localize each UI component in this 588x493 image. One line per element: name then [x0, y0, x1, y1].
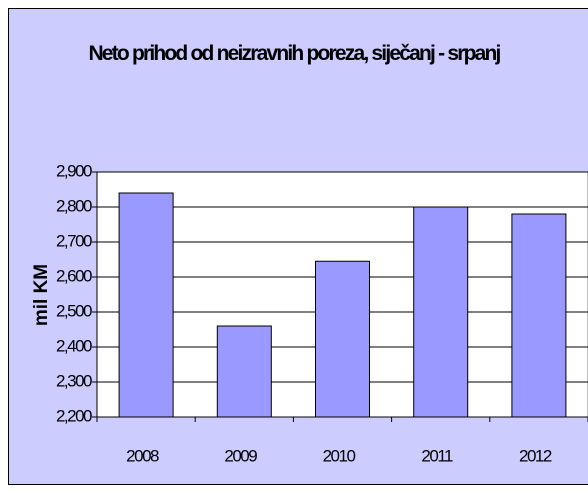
bar: [413, 206, 469, 418]
y-tick-label: 2,500: [56, 301, 92, 320]
x-tick-label: 2009: [224, 446, 257, 465]
bar: [216, 325, 272, 418]
x-tick-label: 2012: [519, 446, 552, 465]
y-tick-label: 2,400: [56, 336, 92, 355]
bar: [315, 260, 370, 418]
y-tick-label: 2,900: [56, 161, 92, 180]
x-tick-label: 2008: [126, 446, 159, 465]
x-tick-label: 2010: [323, 446, 356, 465]
y-tick-label: 2,200: [56, 406, 92, 425]
chart-title: Neto prihod od neizravnih poreza, siječa…: [88, 42, 501, 65]
y-tick-label: 2,800: [56, 196, 92, 215]
y-tick-label: 2,700: [56, 231, 92, 250]
x-tick-label: 2011: [421, 446, 453, 465]
bar: [511, 213, 567, 418]
bar: [118, 192, 174, 418]
y-tick-label: 2,300: [56, 371, 92, 390]
y-axis-label: mil KM: [31, 264, 52, 326]
y-tick-label: 2,600: [56, 266, 92, 285]
